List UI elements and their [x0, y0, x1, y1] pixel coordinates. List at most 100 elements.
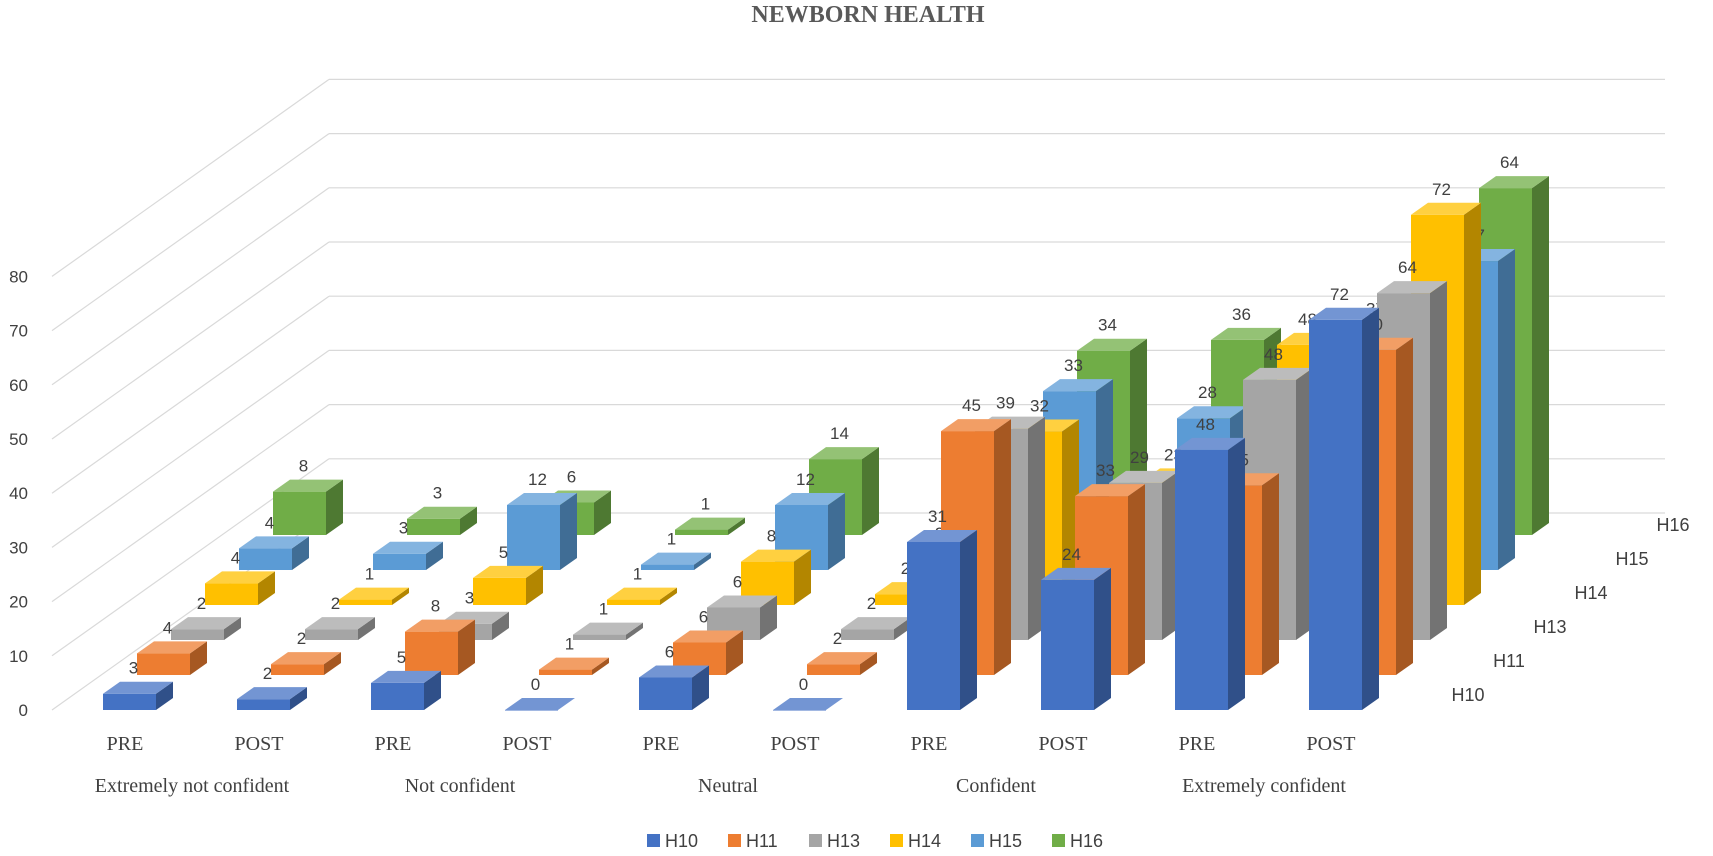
data-label: 24 [1062, 545, 1081, 564]
legend-swatch [1052, 834, 1065, 847]
bar-H14-1: 1 [339, 565, 409, 605]
bar-H11-2: 8 [405, 597, 475, 675]
gridline [51, 78, 330, 277]
data-label: 2 [297, 629, 306, 648]
y-tick-label: 30 [9, 538, 28, 557]
gridline [51, 187, 330, 386]
gridline [51, 295, 330, 494]
data-label: 3 [465, 589, 474, 608]
data-label: 1 [633, 565, 642, 584]
group-label: Confident [956, 775, 1036, 797]
legend-label: H16 [1070, 831, 1103, 851]
data-label: 3 [433, 484, 442, 503]
bar-H10-1: 2 [237, 664, 307, 710]
data-label: 1 [701, 495, 710, 514]
legend-label: H15 [989, 831, 1022, 851]
bar-H16-0: 8 [273, 457, 343, 535]
data-label: 2 [197, 594, 206, 613]
x-tick-label: POST [1039, 733, 1088, 755]
y-tick-label: 50 [9, 430, 28, 449]
gridline [51, 349, 330, 548]
bar-H13-0: 2 [171, 594, 241, 640]
group-label: Not confident [405, 775, 516, 797]
legend-label: H14 [908, 831, 941, 851]
x-tick-label: PRE [643, 733, 680, 755]
data-label: 2 [901, 559, 910, 578]
bar-H13-5: 2 [841, 594, 911, 640]
legend-item-H15: H15 [971, 831, 1022, 851]
gridline [51, 404, 330, 603]
x-tick-label: PRE [375, 733, 412, 755]
legend-item-H11: H11 [728, 831, 778, 851]
bar-H10-7: 24 [1041, 545, 1111, 710]
data-label: 2 [263, 664, 272, 683]
data-label: 39 [996, 394, 1015, 413]
series-depth-labels: H10 H11 H13 H14 H15 H16 [1451, 515, 1689, 705]
bar-H13-1: 2 [305, 594, 375, 640]
x-tick-label: POST [503, 733, 552, 755]
data-label: 36 [1232, 305, 1251, 324]
depth-label-H13: H13 [1533, 617, 1566, 637]
data-label: 48 [1196, 415, 1215, 434]
data-label: 14 [830, 424, 849, 443]
bar-H11-5: 2 [807, 629, 877, 675]
data-label: 5 [397, 648, 406, 667]
data-label: 1 [365, 565, 374, 584]
gridline [51, 241, 330, 440]
depth-label-H10: H10 [1451, 685, 1484, 705]
bar-H15-1: 3 [373, 519, 443, 570]
data-label: 6 [699, 607, 708, 626]
bar-H15-3: 1 [641, 530, 711, 570]
data-label: 45 [962, 396, 981, 415]
x-tick-label: POST [771, 733, 820, 755]
bar-H16-1: 3 [407, 484, 477, 535]
depth-label-H11: H11 [1493, 651, 1525, 671]
bar-H10-9: 72 [1309, 285, 1379, 710]
data-label: 3 [399, 519, 408, 538]
group-label: Extremely confident [1182, 775, 1346, 797]
bar-H11-3: 1 [539, 635, 609, 675]
x-tick-label: POST [235, 733, 284, 755]
group-label: Extremely not confident [95, 775, 290, 797]
bar-H14-3: 1 [607, 565, 677, 605]
legend: H10 H11 H13 H14 H15 H16 [647, 831, 1103, 851]
data-label: 72 [1330, 285, 1349, 304]
data-label: 64 [1398, 258, 1417, 277]
data-label: 6 [665, 642, 674, 661]
data-label: 29 [1130, 448, 1149, 467]
bar-H10-6: 31 [907, 507, 977, 710]
bar-H15-2: 12 [507, 470, 577, 570]
legend-swatch [728, 834, 741, 847]
legend-label: H10 [665, 831, 698, 851]
data-label: 2 [867, 594, 876, 613]
data-label: 3 [129, 659, 138, 678]
data-label: 64 [1500, 153, 1519, 172]
data-label: 5 [499, 543, 508, 562]
data-label: 72 [1432, 180, 1451, 199]
depth-label-H14: H14 [1574, 583, 1607, 603]
legend-item-H10: H10 [647, 831, 698, 851]
data-label: 1 [667, 530, 676, 549]
x-tick-label: PRE [107, 733, 144, 755]
data-label: 12 [528, 470, 547, 489]
y-tick-label: 10 [9, 647, 28, 666]
y-tick-label: 20 [9, 593, 28, 612]
bar-H10-3: 0 [505, 675, 575, 711]
data-label: 4 [231, 548, 240, 567]
bar-H14-0: 4 [205, 548, 275, 605]
data-label: 8 [299, 457, 308, 476]
x-tick-label: POST [1307, 733, 1356, 755]
data-label: 0 [531, 675, 540, 694]
data-label: 33 [1096, 461, 1115, 480]
data-label: 34 [1098, 316, 1117, 335]
legend-swatch [971, 834, 984, 847]
data-label: 32 [1030, 397, 1049, 416]
data-label: 31 [928, 507, 947, 526]
data-label: 48 [1264, 345, 1283, 364]
bar-H16-3: 1 [675, 495, 745, 535]
bar-H10-5: 0 [773, 675, 843, 711]
legend-label: H13 [827, 831, 860, 851]
y-tick-label: 80 [9, 267, 28, 286]
legend-swatch [809, 834, 822, 847]
